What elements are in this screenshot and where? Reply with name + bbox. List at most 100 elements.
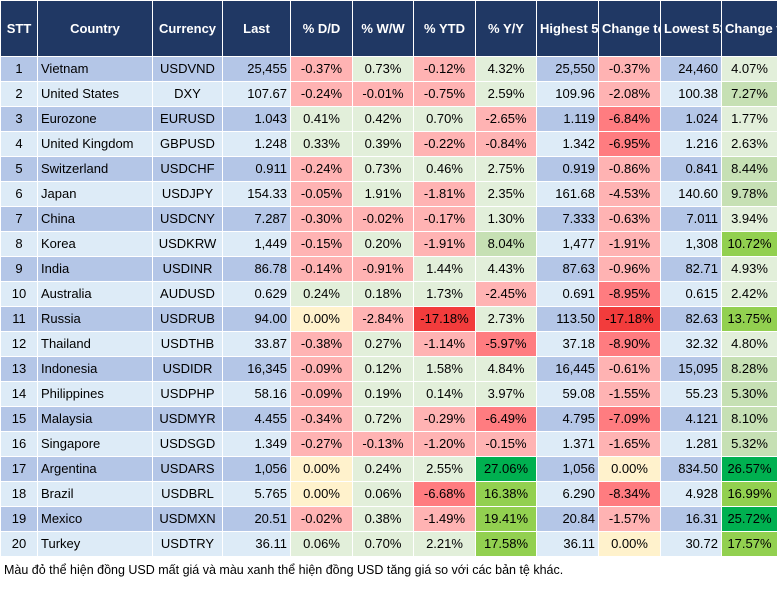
cell-country: Switzerland	[37, 156, 153, 182]
cell-pct-ww: 0.70%	[352, 531, 414, 557]
footnote: Màu đỏ thể hiện đồng USD mất giá và màu …	[4, 563, 564, 577]
cell-highest-52w: 0.919	[536, 156, 599, 182]
cell-stt: 5	[0, 156, 38, 182]
cell-stt: 7	[0, 206, 38, 232]
header-pct-ytd[interactable]: % YTD	[413, 0, 476, 57]
cell-change-l52w: 10.72%	[721, 231, 777, 257]
cell-pct-dd: 0.33%	[290, 131, 353, 157]
header-pct-yy[interactable]: % Y/Y	[475, 0, 537, 57]
cell-country: Singapore	[37, 431, 153, 457]
cell-highest-52w: 37.18	[536, 331, 599, 357]
cell-lowest-52w: 1.216	[660, 131, 722, 157]
table-row: 6 Japan USDJPY 154.33 -0.05% 1.91% -1.81% 2.35%…	[0, 181, 777, 207]
cell-pct-ytd: 1.73%	[413, 281, 476, 307]
header-stt[interactable]: STT	[0, 0, 38, 57]
header-change-h52w[interactable]: Change to H52W	[598, 0, 661, 57]
header-currency[interactable]: Currency	[152, 0, 223, 57]
cell-pct-ytd: -0.22%	[413, 131, 476, 157]
cell-pct-dd: 0.41%	[290, 106, 353, 132]
cell-change-h52w: -17.18%	[598, 306, 661, 332]
cell-change-h52w: -0.63%	[598, 206, 661, 232]
table-row: 18 Brazil USDBRL 5.765 0.00% 0.06% -6.68% 16.38…	[0, 481, 777, 507]
cell-change-l52w: 17.57%	[721, 531, 777, 557]
cell-last: 58.16	[222, 381, 291, 407]
cell-pct-yy: -0.84%	[475, 131, 537, 157]
cell-highest-52w: 1.342	[536, 131, 599, 157]
cell-pct-ytd: -6.68%	[413, 481, 476, 507]
cell-stt: 10	[0, 281, 38, 307]
header-highest-52w[interactable]: Highest 52W	[536, 0, 599, 57]
cell-country: United States	[37, 81, 153, 107]
cell-lowest-52w: 32.32	[660, 331, 722, 357]
cell-highest-52w: 7.333	[536, 206, 599, 232]
cell-pct-dd: 0.00%	[290, 456, 353, 482]
cell-stt: 13	[0, 356, 38, 382]
cell-currency: USDCHF	[152, 156, 223, 182]
cell-highest-52w: 161.68	[536, 181, 599, 207]
cell-country: Philippines	[37, 381, 153, 407]
cell-currency: USDTHB	[152, 331, 223, 357]
cell-last: 4.455	[222, 406, 291, 432]
cell-pct-dd: -0.38%	[290, 331, 353, 357]
table-row: 13 Indonesia USDIDR 16,345 -0.09% 0.12% 1.58% 4…	[0, 356, 777, 382]
cell-pct-ytd: -0.17%	[413, 206, 476, 232]
cell-pct-yy: 8.04%	[475, 231, 537, 257]
cell-stt: 15	[0, 406, 38, 432]
table-row: 14 Philippines USDPHP 58.16 -0.09% 0.19% 0.14%…	[0, 381, 777, 407]
cell-pct-yy: 19.41%	[475, 506, 537, 532]
header-country[interactable]: Country	[37, 0, 153, 57]
cell-pct-yy: -6.49%	[475, 406, 537, 432]
header-lowest-52w[interactable]: Lowest 52W	[660, 0, 722, 57]
cell-lowest-52w: 140.60	[660, 181, 722, 207]
table-row: 10 Australia AUDUSD 0.629 0.24% 0.18% 1.73% -2.…	[0, 281, 777, 307]
cell-lowest-52w: 1.024	[660, 106, 722, 132]
cell-change-l52w: 8.28%	[721, 356, 777, 382]
cell-pct-yy: -5.97%	[475, 331, 537, 357]
cell-change-l52w: 16.99%	[721, 481, 777, 507]
cell-pct-ww: 0.27%	[352, 331, 414, 357]
cell-pct-dd: -0.09%	[290, 381, 353, 407]
cell-country: Korea	[37, 231, 153, 257]
cell-change-l52w: 8.10%	[721, 406, 777, 432]
header-pct-dd[interactable]: % D/D	[290, 0, 353, 57]
cell-highest-52w: 1,056	[536, 456, 599, 482]
cell-country: Turkey	[37, 531, 153, 557]
cell-stt: 20	[0, 531, 38, 557]
cell-change-h52w: 0.00%	[598, 531, 661, 557]
cell-pct-dd: -0.15%	[290, 231, 353, 257]
table-row: 1 Vietnam USDVND 25,455 -0.37% 0.73% -0.12% 4.3…	[0, 56, 777, 82]
cell-lowest-52w: 30.72	[660, 531, 722, 557]
cell-last: 5.765	[222, 481, 291, 507]
cell-country: Mexico	[37, 506, 153, 532]
cell-country: Brazil	[37, 481, 153, 507]
header-pct-ww[interactable]: % W/W	[352, 0, 414, 57]
cell-pct-dd: -0.24%	[290, 156, 353, 182]
cell-change-l52w: 25.72%	[721, 506, 777, 532]
table-row: 4 United Kingdom GBPUSD 1.248 0.33% 0.39% -0.2…	[0, 131, 777, 157]
cell-pct-dd: -0.05%	[290, 181, 353, 207]
cell-pct-ww: 0.38%	[352, 506, 414, 532]
cell-last: 16,345	[222, 356, 291, 382]
table-row: 7 China USDCNY 7.287 -0.30% -0.02% -0.17% 1.30%…	[0, 206, 777, 232]
cell-currency: USDKRW	[152, 231, 223, 257]
cell-country: Argentina	[37, 456, 153, 482]
cell-last: 33.87	[222, 331, 291, 357]
cell-pct-ytd: 2.55%	[413, 456, 476, 482]
cell-pct-ytd: -1.91%	[413, 231, 476, 257]
header-last[interactable]: Last	[222, 0, 291, 57]
cell-pct-ytd: -1.49%	[413, 506, 476, 532]
cell-currency: EURUSD	[152, 106, 223, 132]
cell-pct-yy: 2.59%	[475, 81, 537, 107]
cell-pct-dd: 0.00%	[290, 481, 353, 507]
cell-change-h52w: -4.53%	[598, 181, 661, 207]
cell-pct-ww: 0.73%	[352, 156, 414, 182]
cell-last: 1,449	[222, 231, 291, 257]
cell-pct-ww: 0.42%	[352, 106, 414, 132]
table-row: 16 Singapore USDSGD 1.349 -0.27% -0.13% -1.20%…	[0, 431, 777, 457]
cell-last: 0.629	[222, 281, 291, 307]
header-change-l52w[interactable]: Change to L52W	[721, 0, 777, 57]
cell-change-h52w: -1.65%	[598, 431, 661, 457]
cell-pct-dd: 0.06%	[290, 531, 353, 557]
table-row: 20 Turkey USDTRY 36.11 0.06% 0.70% 2.21% 17.58%…	[0, 531, 777, 557]
cell-pct-ww: -0.02%	[352, 206, 414, 232]
